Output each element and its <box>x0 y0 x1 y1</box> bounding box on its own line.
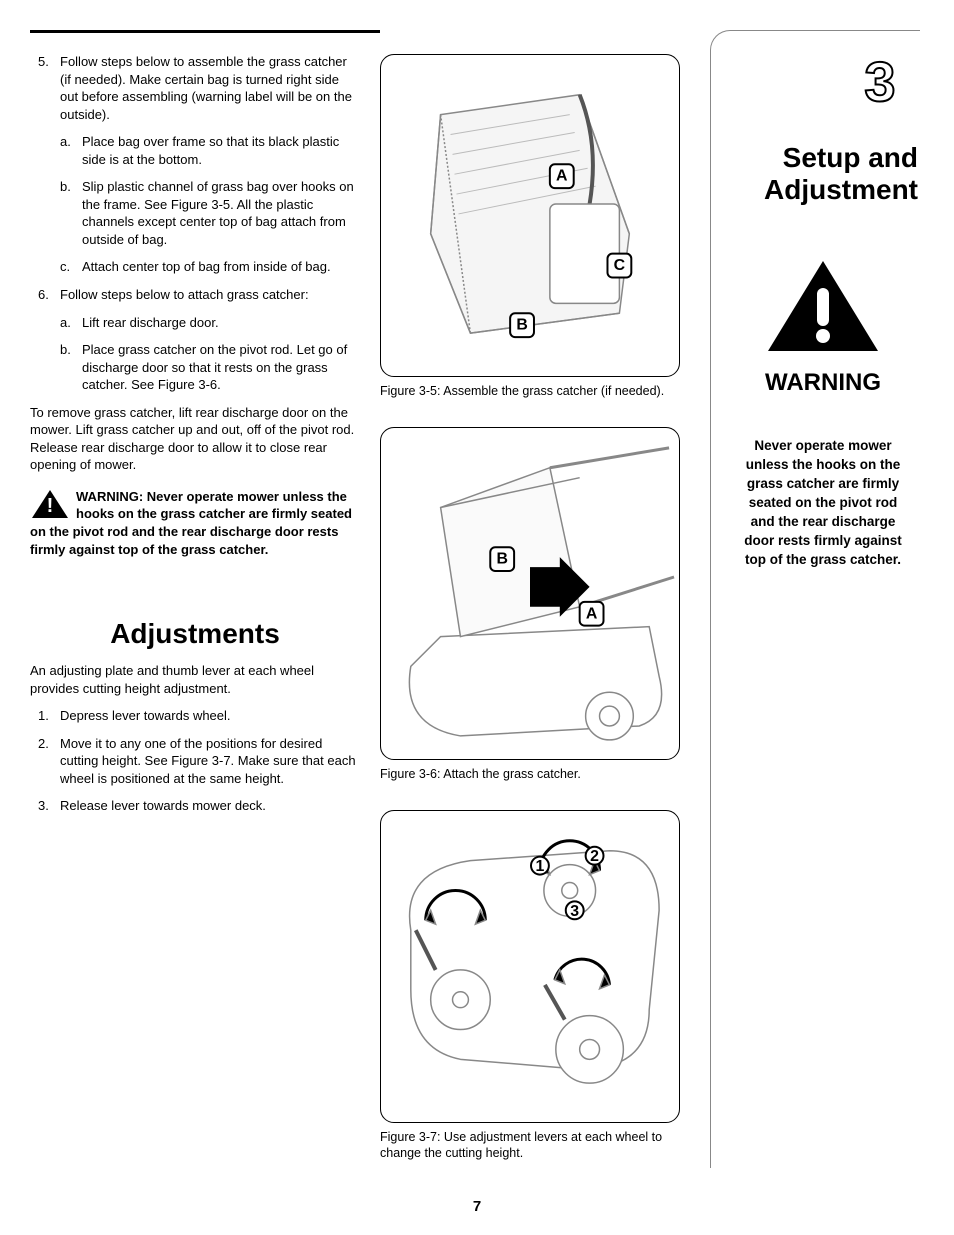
figure-3-5: A B C <box>380 54 680 377</box>
adj-step-2: Move it to any one of the positions for … <box>30 735 360 788</box>
label-a: A <box>556 168 568 185</box>
adjustments-heading: Adjustments <box>30 618 360 650</box>
step-6b: Place grass catcher on the pivot rod. Le… <box>60 341 360 394</box>
section-title-line2: Adjustment <box>764 174 918 205</box>
figure-3-7-caption: Figure 3-7: Use adjustment levers at eac… <box>380 1129 680 1162</box>
section-number: 3 <box>864 51 895 113</box>
step-5b: Slip plastic channel of grass bag over h… <box>60 178 360 248</box>
left-column: Follow steps below to assemble the grass… <box>30 30 380 1168</box>
figure-3-6-caption: Figure 3-6: Attach the grass catcher. <box>380 766 680 782</box>
label-c: C <box>614 257 626 274</box>
svg-text:3: 3 <box>570 903 579 920</box>
adj-step-1: Depress lever towards wheel. <box>30 707 360 725</box>
inline-warning: ! WARNING: Never operate mower unless th… <box>30 488 360 558</box>
warning-triangle-icon <box>726 256 920 359</box>
step-6-intro: Follow steps below to attach grass catch… <box>60 287 309 302</box>
svg-text:2: 2 <box>590 848 599 865</box>
step-5c: Attach center top of bag from inside of … <box>60 258 360 276</box>
warning-icon: ! <box>30 488 70 520</box>
figure-3-6: B A <box>380 427 680 760</box>
step-5-intro: Follow steps below to assemble the grass… <box>60 54 352 122</box>
figures-column: A B C Figure 3-5: Assemble the grass cat… <box>380 30 680 1168</box>
svg-text:!: ! <box>47 495 54 517</box>
svg-text:1: 1 <box>536 858 545 875</box>
page-number: 7 <box>0 1198 954 1215</box>
sidebar: 3 Setup and Adjustment WARNING Never ope… <box>710 30 920 1168</box>
figure-3-7: 1 2 3 <box>380 810 680 1123</box>
label-b: B <box>516 317 527 334</box>
figure-3-5-caption: Figure 3-5: Assemble the grass catcher (… <box>380 383 680 399</box>
adjustments-intro: An adjusting plate and thumb lever at ea… <box>30 662 360 697</box>
adj-step-3: Release lever towards mower deck. <box>30 797 360 815</box>
section-title-line1: Setup and <box>783 142 918 173</box>
step-6: Follow steps below to attach grass catch… <box>30 286 360 394</box>
remove-paragraph: To remove grass catcher, lift rear disch… <box>30 404 360 474</box>
step-6a: Lift rear discharge door. <box>60 314 360 332</box>
section-title: Setup and Adjustment <box>726 142 920 206</box>
step-5: Follow steps below to assemble the grass… <box>30 53 360 276</box>
label-b2: B <box>496 551 507 568</box>
label-a2: A <box>586 605 598 622</box>
step-5a: Place bag over frame so that its black p… <box>60 133 360 168</box>
warning-title: WARNING <box>726 369 920 397</box>
warning-text: Never operate mower unless the hooks on … <box>726 437 920 569</box>
section-number-icon: 3 <box>726 51 920 124</box>
inline-warning-text: WARNING: Never operate mower unless the … <box>30 489 352 557</box>
